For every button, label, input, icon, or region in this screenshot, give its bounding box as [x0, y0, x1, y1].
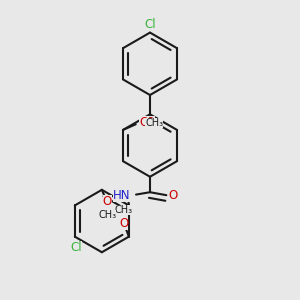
Text: CH₃: CH₃: [115, 205, 133, 215]
Text: O: O: [119, 217, 128, 230]
Text: CH₃: CH₃: [98, 210, 116, 220]
Text: Cl: Cl: [144, 18, 156, 31]
Text: CH₃: CH₃: [145, 118, 164, 128]
Text: HN: HN: [112, 189, 130, 202]
Text: O: O: [146, 116, 154, 130]
Text: O: O: [139, 116, 148, 129]
Text: O: O: [103, 195, 112, 208]
Text: O: O: [168, 189, 178, 202]
Text: Cl: Cl: [70, 242, 82, 254]
